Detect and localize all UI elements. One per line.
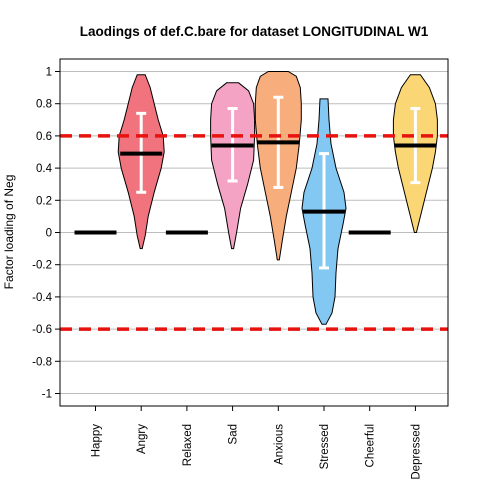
y-tick-label: 0.6 (36, 131, 52, 143)
x-tick-label: Relaxed (182, 424, 194, 466)
reference-lines (60, 134, 448, 331)
x-tick-label: Angry (136, 424, 148, 454)
y-tick-label: -0.2 (32, 260, 52, 272)
y-tick-label: -0.6 (32, 324, 52, 336)
violin-group-angry (117, 74, 165, 250)
y-tick-label: -0.8 (32, 356, 52, 368)
violin-group-stressed (301, 98, 347, 325)
y-tick-label: 1 (46, 67, 52, 79)
y-tick-label: -0.4 (32, 292, 52, 304)
x-tick-label: Happy (91, 424, 103, 457)
violins (74, 71, 438, 325)
y-tick-label: 0 (46, 228, 52, 240)
y-axis-label: Factor loading of Neg (2, 175, 16, 290)
x-tick-label: Depressed (410, 424, 422, 480)
x-tick-label: Sad (228, 424, 240, 444)
y-tick-label: 0.8 (36, 99, 52, 111)
violin-group-anxious (254, 71, 302, 261)
y-tick-label: 0.2 (36, 195, 52, 207)
violin-group-depressed (392, 74, 438, 233)
y-tick-label: -1 (42, 389, 52, 401)
x-axis: Happy Angry Relaxed Sad Anxious Stressed Cheer… (91, 406, 422, 480)
x-tick-label: Stressed (319, 424, 331, 469)
chart-title: Laodings of def.C.bare for dataset LONGI… (80, 24, 429, 39)
x-tick-label: Cheerful (365, 424, 377, 467)
y-axis: 1 0.8 0.6 0.4 0.2 0 -0.2 -0.4 -0.6 -0.8 -1 (32, 67, 60, 401)
y-tick-label: 0.4 (36, 163, 53, 175)
x-tick-label: Anxious (273, 424, 285, 465)
violin-group-sad (210, 82, 256, 250)
